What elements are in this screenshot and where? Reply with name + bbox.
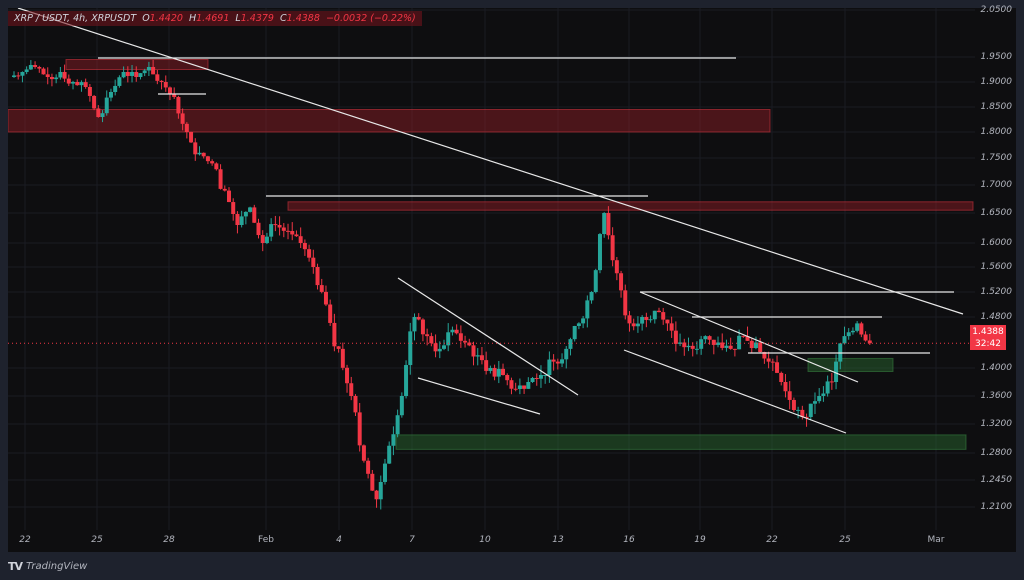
price-tick-label: 1.8500 xyxy=(980,102,1013,112)
price-tick-label: 1.4800 xyxy=(980,312,1013,322)
price-tick-label: 1.3200 xyxy=(980,419,1013,429)
low-value: 1.4379 xyxy=(240,13,274,24)
time-tick-label: 7 xyxy=(409,535,415,545)
price-axis[interactable]: 2.0500 1.9500 1.9000 1.8500 1.8000 1.7500 1.70… xyxy=(975,5,1016,530)
price-tick-label: 1.9000 xyxy=(980,77,1013,87)
price-tick-label: 1.8000 xyxy=(980,127,1013,137)
time-tick-label: 16 xyxy=(623,535,635,545)
chart-frame: XRP / USDT, 4h, XRPUSDT O1.4420 H1.4691 … xyxy=(8,5,1016,552)
tradingview-logo-icon[interactable]: TV xyxy=(8,559,23,573)
time-tick-label: 4 xyxy=(336,535,342,545)
price-tick-label: 1.3600 xyxy=(980,391,1013,401)
price-tick-label: 1.9500 xyxy=(980,52,1013,62)
time-tick-label: Feb xyxy=(258,535,274,545)
time-tick-label: 10 xyxy=(479,535,491,545)
price-tick-label: 1.7500 xyxy=(980,153,1013,163)
price-tick-label: 1.5200 xyxy=(980,287,1013,297)
price-tick-label: 1.2450 xyxy=(980,475,1013,485)
time-tick-label: 22 xyxy=(766,535,778,545)
price-chart[interactable] xyxy=(8,8,975,530)
price-tick-label: 1.2800 xyxy=(980,448,1013,458)
time-tick-label: Mar xyxy=(927,535,945,545)
change-value: −0.0032 (−0.22%) xyxy=(325,13,416,24)
time-tick-label: 25 xyxy=(91,535,103,545)
time-tick-label: 28 xyxy=(163,535,175,545)
time-tick-label: 13 xyxy=(552,535,564,545)
time-tick-label: 25 xyxy=(839,535,851,545)
last-price: 1.4388 xyxy=(972,327,1004,337)
price-tick-label: 1.6000 xyxy=(980,238,1013,248)
bar-countdown: 32:42 xyxy=(975,339,1001,349)
last-price-badge: 1.4388 32:42 xyxy=(970,325,1006,350)
price-tick-label: 1.2100 xyxy=(980,502,1013,512)
symbol-label: XRP / USDT, 4h, XRPUSDT xyxy=(14,13,137,24)
open-value: 1.4420 xyxy=(149,13,183,24)
price-tick-label: 1.6500 xyxy=(980,208,1013,218)
time-axis[interactable]: 22 25 28 Feb 4 7 10 13 16 19 22 25 Mar xyxy=(8,530,975,552)
time-tick-label: 22 xyxy=(19,535,31,545)
brand-name: TradingView xyxy=(26,560,88,572)
price-tick-label: 1.7000 xyxy=(980,180,1013,190)
ohlc-legend: XRP / USDT, 4h, XRPUSDT O1.4420 H1.4691 … xyxy=(8,11,422,26)
price-tick-label: 1.5600 xyxy=(980,262,1013,272)
price-tick-label: 2.0500 xyxy=(980,5,1013,15)
high-value: 1.4691 xyxy=(196,13,230,24)
price-tick-label: 1.4000 xyxy=(980,363,1013,373)
footer: TV TradingView xyxy=(8,556,87,576)
time-tick-label: 19 xyxy=(694,535,706,545)
close-value: 1.4388 xyxy=(286,13,320,24)
